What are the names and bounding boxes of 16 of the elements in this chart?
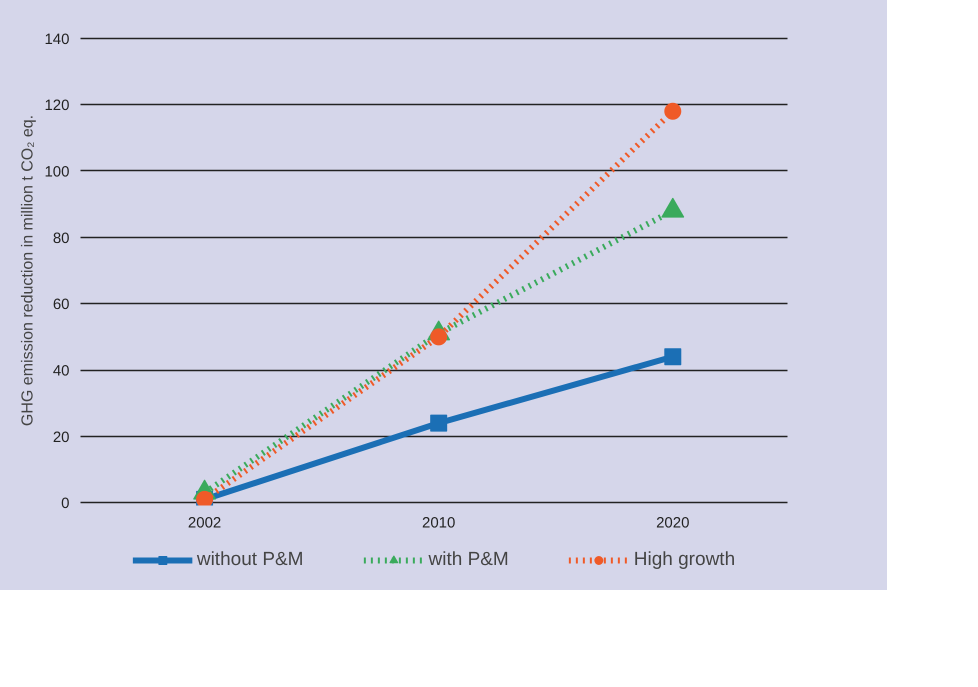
y-tick-label: 80 <box>52 230 70 247</box>
y-tick-label: 40 <box>52 362 70 380</box>
legend-label: High growth <box>634 549 736 571</box>
y-tick-label: 20 <box>52 428 70 446</box>
y-tick-label: 100 <box>44 163 70 180</box>
x-tick-label: 2002 <box>188 514 222 532</box>
legend-label: without P&M <box>196 549 304 571</box>
x-tick-label: 2010 <box>422 514 456 532</box>
legend-label: with P&M <box>428 549 509 571</box>
x-tick-label: 2020 <box>656 514 690 532</box>
y-tick-label: 120 <box>44 97 70 114</box>
y-tick-label: 60 <box>52 296 70 314</box>
y-tick-label: 140 <box>44 30 70 48</box>
y-axis-title: GHG emission reduction in million t CO₂ eq. <box>19 114 36 426</box>
y-tick-label: 0 <box>61 495 70 512</box>
point <box>664 102 682 120</box>
